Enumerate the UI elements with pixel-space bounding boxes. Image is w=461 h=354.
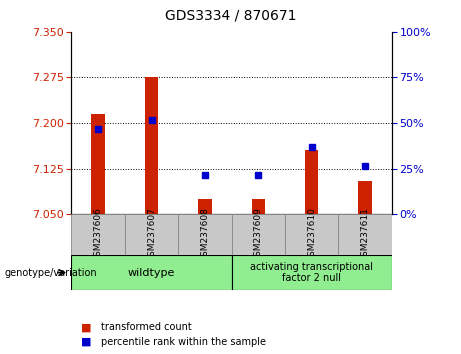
Text: transformed count: transformed count (101, 322, 192, 332)
Text: GSM237606: GSM237606 (94, 207, 103, 262)
Bar (231, 255, 392, 290)
Bar (71, 214, 125, 255)
Text: percentile rank within the sample: percentile rank within the sample (101, 337, 266, 347)
Text: GSM237610: GSM237610 (307, 207, 316, 262)
Bar (338, 214, 392, 255)
Text: wildtype: wildtype (128, 268, 175, 278)
Text: GDS3334 / 870671: GDS3334 / 870671 (165, 9, 296, 23)
Bar (252, 199, 265, 214)
Text: ■: ■ (81, 322, 91, 332)
Text: GSM237609: GSM237609 (254, 207, 263, 262)
Bar (198, 199, 212, 214)
Bar (125, 214, 178, 255)
Bar (71, 255, 231, 290)
Bar (145, 78, 158, 214)
Text: activating transcriptional
factor 2 null: activating transcriptional factor 2 null (250, 262, 373, 284)
Bar (359, 181, 372, 214)
Text: GSM237608: GSM237608 (201, 207, 209, 262)
Bar (231, 214, 285, 255)
Bar (305, 150, 319, 214)
Bar (91, 114, 105, 214)
Text: GSM237611: GSM237611 (361, 207, 370, 262)
Text: GSM237607: GSM237607 (147, 207, 156, 262)
Text: genotype/variation: genotype/variation (5, 268, 97, 278)
Text: ■: ■ (81, 337, 91, 347)
Bar (285, 214, 338, 255)
Bar (178, 214, 231, 255)
